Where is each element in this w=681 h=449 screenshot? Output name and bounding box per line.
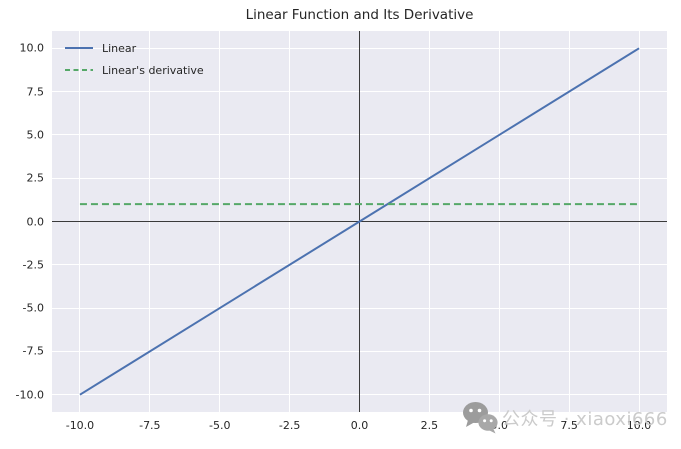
x-tick-label: 5.0 — [490, 419, 509, 432]
y-tick-label: -7.5 — [22, 344, 44, 358]
x-tick-label: -7.5 — [139, 419, 161, 432]
legend-label: Linear — [102, 41, 137, 55]
series-line-0 — [79, 47, 640, 396]
x-tick-label: 10.0 — [626, 419, 652, 432]
x-tick-label: 7.5 — [560, 419, 578, 432]
legend: Linear Linear's derivative — [64, 37, 204, 81]
y-tick-label: 0.0 — [26, 215, 45, 228]
x-tick-label: -10.0 — [65, 419, 95, 432]
y-tick-label: -5.0 — [22, 301, 44, 315]
legend-line-sample — [65, 47, 93, 49]
y-tick-label: 2.5 — [26, 171, 45, 185]
y-tick-label: -2.5 — [22, 258, 44, 272]
legend-label: Linear's derivative — [102, 63, 204, 77]
x-tick-label: 0.0 — [350, 419, 369, 432]
legend-line-sample — [65, 69, 93, 71]
legend-entry: Linear — [64, 37, 204, 59]
line-layer — [79, 47, 640, 396]
y-tick-label: 5.0 — [26, 128, 45, 142]
y-tick-label: 10.0 — [19, 41, 45, 55]
y-tick-label: -10.0 — [15, 388, 44, 402]
x-axis-tick-labels: -10.0 -7.5 -5.0 -2.5 0.0 2.5 5.0 7.5 10.0 — [52, 417, 667, 433]
plot-area: Linear Linear's derivative — [52, 31, 667, 412]
legend-entry: Linear's derivative — [64, 59, 204, 81]
x-tick-label: -2.5 — [278, 419, 301, 432]
x-tick-label: 2.5 — [420, 419, 439, 432]
y-tick-label: 7.5 — [26, 85, 45, 99]
chart-title: Linear Function and Its Derivative — [245, 7, 474, 23]
x-tick-label: -5.0 — [208, 419, 231, 432]
y-axis-tick-labels: -10.0 -7.5 -5.0 -2.5 0.0 2.5 5.0 7.5 10.0 — [0, 31, 44, 412]
